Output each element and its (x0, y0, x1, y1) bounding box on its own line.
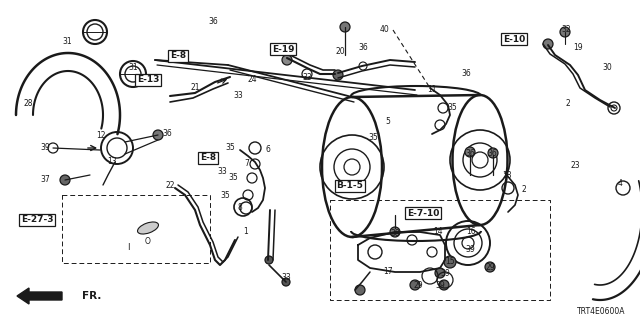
Text: FR.: FR. (82, 291, 101, 301)
Text: 33: 33 (302, 73, 312, 82)
Text: 21: 21 (190, 84, 200, 92)
Text: E-8: E-8 (200, 154, 216, 163)
Text: 38: 38 (390, 228, 400, 237)
Circle shape (560, 27, 570, 37)
FancyArrow shape (17, 288, 62, 304)
Text: 39: 39 (40, 143, 50, 153)
Text: E-19: E-19 (272, 44, 294, 53)
Ellipse shape (138, 222, 159, 234)
Text: 31: 31 (128, 62, 138, 71)
Text: 16: 16 (466, 228, 476, 236)
Text: 14: 14 (433, 228, 443, 236)
Text: 18: 18 (502, 171, 512, 180)
Text: 30: 30 (602, 62, 612, 71)
Text: 1: 1 (244, 228, 248, 236)
Text: 2: 2 (522, 185, 526, 194)
Text: 11: 11 (428, 84, 436, 93)
Text: 33: 33 (217, 167, 227, 177)
Circle shape (282, 278, 290, 286)
Text: 36: 36 (208, 18, 218, 27)
Circle shape (410, 280, 420, 290)
Text: 31: 31 (62, 37, 72, 46)
Text: 35: 35 (220, 191, 230, 201)
Text: 5: 5 (385, 116, 390, 125)
Text: 4: 4 (618, 179, 623, 188)
Circle shape (439, 280, 449, 290)
Text: 8: 8 (237, 203, 243, 212)
Circle shape (282, 55, 292, 65)
Text: 28: 28 (23, 99, 33, 108)
Text: E-13: E-13 (137, 76, 159, 84)
Text: 36: 36 (487, 148, 497, 157)
Text: 12: 12 (96, 132, 106, 140)
Circle shape (465, 147, 475, 157)
Text: 24: 24 (247, 76, 257, 84)
Circle shape (265, 256, 273, 264)
Text: 36: 36 (358, 43, 368, 52)
Circle shape (340, 22, 350, 32)
Text: TRT4E0600A: TRT4E0600A (577, 308, 625, 316)
Circle shape (435, 268, 445, 278)
Text: E-7-10: E-7-10 (407, 209, 439, 218)
Text: 40: 40 (380, 26, 390, 35)
Text: 33: 33 (281, 274, 291, 283)
Circle shape (488, 148, 498, 158)
Text: 36: 36 (162, 130, 172, 139)
Circle shape (485, 262, 495, 272)
Text: 2: 2 (566, 99, 570, 108)
Circle shape (390, 227, 400, 237)
Text: E-10: E-10 (503, 35, 525, 44)
Text: 35: 35 (225, 143, 235, 153)
Text: 13: 13 (107, 157, 117, 166)
Text: 33: 33 (233, 92, 243, 100)
Text: 35: 35 (228, 173, 238, 182)
Text: 19: 19 (573, 43, 583, 52)
Text: 23: 23 (570, 161, 580, 170)
Text: 32: 32 (561, 26, 571, 35)
Text: 20: 20 (335, 47, 345, 57)
Text: B-1-5: B-1-5 (337, 181, 364, 190)
Text: 35: 35 (447, 103, 457, 113)
Text: 37: 37 (40, 175, 50, 185)
Text: 29: 29 (413, 281, 423, 290)
Circle shape (333, 70, 343, 80)
Text: 36: 36 (465, 148, 475, 157)
Text: E-8: E-8 (170, 52, 186, 60)
Text: 39: 39 (465, 245, 475, 254)
Text: 35: 35 (368, 133, 378, 142)
Circle shape (444, 256, 456, 268)
Text: 15: 15 (445, 258, 455, 267)
Text: 39: 39 (435, 281, 445, 290)
Text: 17: 17 (383, 268, 393, 276)
Text: 39: 39 (440, 268, 450, 277)
Text: 29: 29 (485, 263, 495, 273)
Text: 22: 22 (165, 181, 175, 190)
Text: E-27-3: E-27-3 (20, 215, 53, 225)
Circle shape (153, 130, 163, 140)
Text: O: O (145, 237, 151, 246)
Text: 6: 6 (266, 146, 271, 155)
Circle shape (355, 285, 365, 295)
Circle shape (60, 175, 70, 185)
Circle shape (543, 39, 553, 49)
Text: I: I (127, 244, 129, 252)
Text: 36: 36 (461, 69, 471, 78)
Text: 7: 7 (244, 158, 250, 167)
